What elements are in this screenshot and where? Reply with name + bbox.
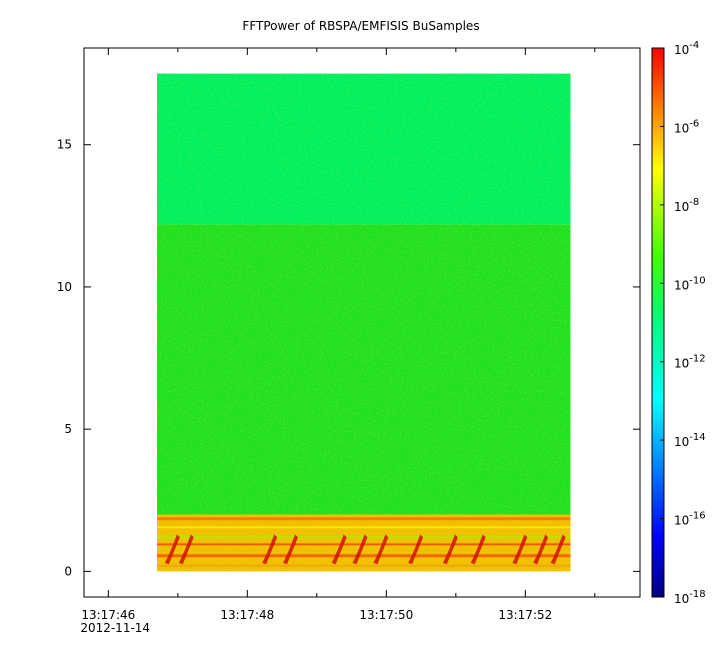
chorus-element xyxy=(352,534,368,565)
x-tick-label: 13:17:48 xyxy=(220,608,274,622)
colorbar-gradient xyxy=(651,47,665,598)
chorus-element xyxy=(178,534,194,565)
low-band-stripe xyxy=(156,517,571,521)
colorbar-tick-label: 10-8 xyxy=(674,197,699,214)
chorus-element xyxy=(331,534,347,565)
colorbar: 10-18 10-16 10-14 10-12 10-10 10-8 10-6 10-4 xyxy=(651,40,706,606)
low-band-stripe xyxy=(156,554,571,558)
chorus-element xyxy=(442,534,458,565)
chorus-element xyxy=(164,534,180,565)
colorbar-tick-label: 10-12 xyxy=(674,354,706,371)
spectrogram-image xyxy=(156,73,571,572)
low-band-stripe xyxy=(156,564,571,567)
chorus-element xyxy=(533,534,549,565)
colorbar-tick-label: 10-10 xyxy=(674,275,706,292)
x-tick-label: 13:17:52 xyxy=(498,608,552,622)
colorbar-tick-label: 10-18 xyxy=(674,589,706,606)
x-tick-label: 13:17:46 xyxy=(81,608,135,622)
chorus-element xyxy=(262,534,278,565)
colorbar-tick-label: 10-14 xyxy=(674,432,706,449)
y-axis: 0 5 10 15 xyxy=(57,138,640,578)
spectrogram-band-texture xyxy=(156,73,571,225)
chorus-element xyxy=(470,534,486,565)
chart-title: FFTPower of RBSPA/EMFISIS BuSamples xyxy=(242,19,479,33)
y-tick-label: 10 xyxy=(57,280,72,294)
colorbar-tick-label: 10-16 xyxy=(674,511,706,528)
spectrogram-band-texture xyxy=(156,224,571,515)
y-tick-label: 5 xyxy=(64,422,72,436)
colorbar-tick-label: 10-6 xyxy=(674,118,699,135)
y-tick-label: 15 xyxy=(57,138,72,152)
chorus-element xyxy=(550,534,566,565)
low-band-stripe xyxy=(156,526,571,529)
y-tick-label: 0 xyxy=(64,564,72,578)
chorus-element xyxy=(408,534,424,565)
x-tick-date-label: 2012-11-14 xyxy=(80,621,150,635)
chorus-element xyxy=(373,534,389,565)
chorus-element xyxy=(283,534,299,565)
x-tick-label: 13:17:50 xyxy=(359,608,413,622)
chorus-element xyxy=(512,534,528,565)
colorbar-tick-label: 10-4 xyxy=(674,40,699,57)
